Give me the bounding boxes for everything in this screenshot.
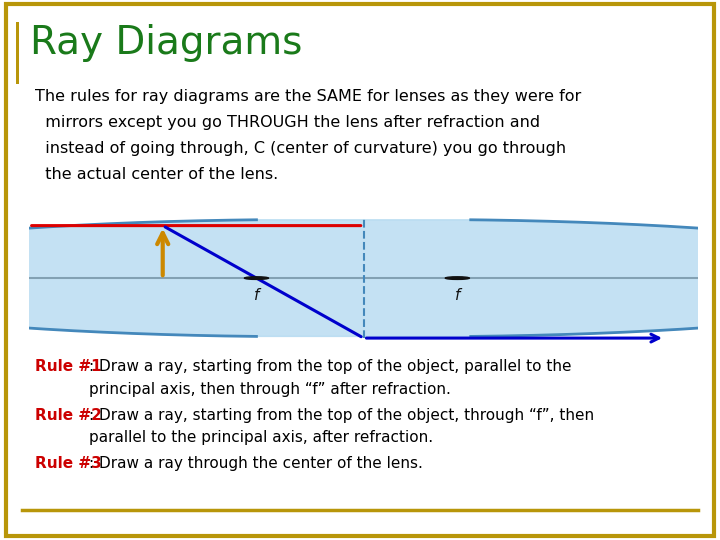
Circle shape xyxy=(445,277,469,279)
Text: Ray Diagrams: Ray Diagrams xyxy=(30,24,302,62)
Text: Rule #1: Rule #1 xyxy=(35,359,102,374)
Text: Rule #2: Rule #2 xyxy=(35,408,102,423)
Text: instead of going through, C (center of curvature) you go through: instead of going through, C (center of c… xyxy=(35,141,566,156)
Text: the actual center of the lens.: the actual center of the lens. xyxy=(35,167,278,182)
Circle shape xyxy=(244,277,269,279)
Text: The rules for ray diagrams are the SAME for lenses as they were for: The rules for ray diagrams are the SAME … xyxy=(35,89,581,104)
Text: principal axis, then through “f” after refraction.: principal axis, then through “f” after r… xyxy=(89,382,451,397)
Text: f: f xyxy=(253,288,259,302)
Text: f: f xyxy=(454,288,460,302)
Polygon shape xyxy=(0,220,720,336)
Text: : Draw a ray through the center of the lens.: : Draw a ray through the center of the l… xyxy=(89,456,423,471)
Text: Rule #3: Rule #3 xyxy=(35,456,102,471)
Text: parallel to the principal axis, after refraction.: parallel to the principal axis, after re… xyxy=(89,430,433,445)
Text: : Draw a ray, starting from the top of the object, parallel to the: : Draw a ray, starting from the top of t… xyxy=(89,359,571,374)
Text: mirrors except you go THROUGH the lens after refraction and: mirrors except you go THROUGH the lens a… xyxy=(35,115,540,130)
Text: : Draw a ray, starting from the top of the object, through “f”, then: : Draw a ray, starting from the top of t… xyxy=(89,408,594,423)
